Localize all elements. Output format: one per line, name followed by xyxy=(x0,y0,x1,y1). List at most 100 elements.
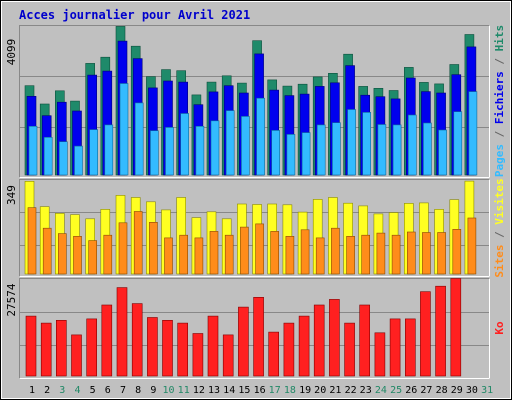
bar-sites-day-11 xyxy=(179,234,188,275)
bar-ko-day-10 xyxy=(162,319,173,377)
bar-sites-day-1 xyxy=(27,207,37,275)
panel-top-legend: Pages / Fichiers / Hits xyxy=(493,25,506,177)
bar-ko-day-8 xyxy=(131,303,143,377)
x-tick-label-day-21: 21 xyxy=(329,385,341,396)
legend-label: / xyxy=(493,225,506,245)
panel-top-frame xyxy=(19,25,490,178)
x-tick-label-day-18: 18 xyxy=(284,385,296,396)
bar-ko-day-9 xyxy=(147,317,158,377)
bar-sites-day-15 xyxy=(240,226,249,275)
x-tick-label-day-19: 19 xyxy=(299,385,311,396)
legend-label: Sites xyxy=(493,245,506,278)
bar-ko-day-19 xyxy=(298,315,310,377)
bar-sites-day-9 xyxy=(149,222,158,275)
panel-middle-frame xyxy=(19,179,490,277)
bar-ko-day-3 xyxy=(55,319,67,377)
x-tick-label-day-9: 9 xyxy=(150,385,156,396)
x-tick-label-day-1: 1 xyxy=(29,385,35,396)
x-tick-label-day-22: 22 xyxy=(345,385,357,396)
bar-pages-day-8 xyxy=(134,102,144,176)
x-tick-label-day-3: 3 xyxy=(59,385,65,396)
bar-pages-day-17 xyxy=(271,130,281,176)
panel-middle-bars xyxy=(24,180,477,275)
panel-middle-ymax-label: 349 xyxy=(5,185,18,205)
x-tick-label-day-10: 10 xyxy=(162,385,174,396)
x-axis-labels: 1 2 3 4 5 6 7 8 9 10 11 12 13 14 15 16 17 18 19 20 21 22 23 24 2… xyxy=(29,385,493,396)
bar-sites-day-25 xyxy=(391,234,401,275)
bar-ko-day-7 xyxy=(116,287,128,377)
x-tick-label-day-14: 14 xyxy=(223,385,235,396)
bar-ko-day-18 xyxy=(283,322,295,377)
chart-title: Acces journalier pour Avril 2021 xyxy=(19,8,250,22)
bar-ko-day-28 xyxy=(435,285,446,377)
bar-sites-day-2 xyxy=(42,227,52,275)
bar-ko-day-22 xyxy=(344,322,355,377)
bar-sites-day-24 xyxy=(376,232,386,275)
bar-sites-day-20 xyxy=(315,237,325,275)
bar-sites-day-17 xyxy=(270,231,280,275)
x-tick-label-day-4: 4 xyxy=(74,385,80,396)
legend-label: Fichiers xyxy=(493,71,506,124)
x-tick-label-day-16: 16 xyxy=(254,385,266,396)
bar-ko-day-4 xyxy=(71,334,82,377)
bar-ko-day-25 xyxy=(389,318,401,377)
x-tick-label-day-17: 17 xyxy=(269,385,281,396)
bar-sites-day-3 xyxy=(57,233,67,275)
bar-pages-day-13 xyxy=(210,120,220,176)
bar-sites-day-26 xyxy=(406,231,416,275)
bar-pages-day-24 xyxy=(377,124,387,176)
bar-pages-day-19 xyxy=(301,132,311,176)
bar-pages-day-10 xyxy=(165,127,174,176)
bar-pages-day-11 xyxy=(180,113,189,176)
bar-sites-day-21 xyxy=(331,227,340,275)
panel-top-ymax-label: 4099 xyxy=(5,39,18,66)
bar-ko-day-14 xyxy=(222,334,234,377)
bar-pages-day-15 xyxy=(241,116,250,176)
bar-ko-day-11 xyxy=(177,322,188,377)
x-tick-label-day-5: 5 xyxy=(90,385,96,396)
x-tick-label-day-29: 29 xyxy=(451,385,463,396)
bar-ko-day-1 xyxy=(25,315,37,377)
bar-pages-day-30 xyxy=(468,91,478,176)
legend-label: / xyxy=(493,51,506,71)
x-tick-label-day-15: 15 xyxy=(238,385,250,396)
bar-sites-day-18 xyxy=(285,236,295,275)
bar-ko-day-12 xyxy=(192,333,204,377)
bar-sites-day-14 xyxy=(224,234,234,275)
legend-label: / xyxy=(493,124,506,144)
bar-ko-day-20 xyxy=(313,304,325,377)
bar-ko-day-2 xyxy=(40,322,52,377)
x-tick-label-day-7: 7 xyxy=(120,385,126,396)
panel-bottom-frame xyxy=(19,278,490,379)
bar-pages-day-29 xyxy=(453,111,463,176)
bar-sites-day-12 xyxy=(194,237,204,275)
bar-pages-day-28 xyxy=(438,129,447,176)
bar-ko-day-21 xyxy=(329,299,340,377)
panel-bottom-bars xyxy=(25,278,462,377)
bar-pages-day-20 xyxy=(316,124,326,176)
bar-pages-day-27 xyxy=(423,122,432,176)
bar-pages-day-3 xyxy=(58,141,68,176)
panel-top-bars xyxy=(24,26,478,176)
bar-sites-day-23 xyxy=(361,234,371,275)
bar-sites-day-28 xyxy=(437,232,446,275)
bar-sites-day-29 xyxy=(452,229,462,275)
bar-ko-day-29 xyxy=(450,278,462,377)
x-tick-label-day-25: 25 xyxy=(390,385,402,396)
x-tick-label-day-27: 27 xyxy=(420,385,432,396)
panel-middle-legend: Sites / Visites xyxy=(493,178,506,277)
bar-pages-day-14 xyxy=(225,110,235,176)
bar-ko-day-6 xyxy=(101,304,113,377)
bar-pages-day-5 xyxy=(89,129,98,176)
bar-pages-day-18 xyxy=(286,134,296,176)
bar-sites-day-16 xyxy=(255,223,264,275)
x-tick-label-day-30: 30 xyxy=(466,385,478,396)
x-tick-label-day-31: 31 xyxy=(481,385,493,396)
x-tick-label-day-6: 6 xyxy=(105,385,111,396)
bars-layer xyxy=(24,26,478,377)
x-tick-label-day-26: 26 xyxy=(405,385,417,396)
bar-sites-day-19 xyxy=(300,229,310,275)
bar-pages-day-1 xyxy=(28,126,38,176)
bar-pages-day-25 xyxy=(392,124,402,176)
